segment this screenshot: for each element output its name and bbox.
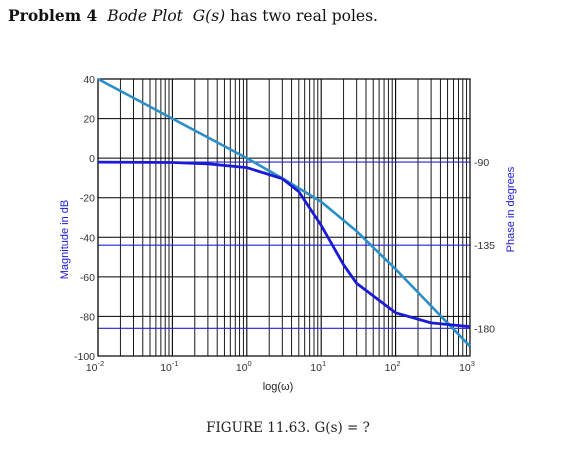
axis-tick-labels: 40 20 0 -20 -40 -60 -80 -100 -90 -135 -180 10-2 10-1… bbox=[74, 74, 495, 374]
phase-tick-label: -135 bbox=[474, 240, 495, 252]
y-axis-label-magnitude: Magnitude in dB bbox=[59, 200, 71, 280]
problem-number: Problem 4 bbox=[8, 6, 98, 25]
y-tick-label: -100 bbox=[74, 351, 95, 363]
x-tick-label: 101 bbox=[310, 359, 326, 374]
transfer-function-symbol: G(s) bbox=[192, 7, 226, 25]
plot-curves bbox=[97, 77, 471, 348]
magnitude-curve bbox=[97, 77, 471, 348]
x-tick-label: 100 bbox=[236, 359, 252, 374]
y-tick-label: 20 bbox=[83, 114, 95, 126]
x-axis-label: log(ω) bbox=[263, 381, 294, 393]
x-tick-label: 103 bbox=[459, 359, 475, 374]
problem-heading: Problem 4 Bode Plot G(s) has two real po… bbox=[8, 6, 378, 25]
y-tick-label: 40 bbox=[83, 74, 95, 86]
phase-tick-label: -90 bbox=[474, 157, 489, 169]
figure-caption: FIGURE 11.63. G(s) = ? bbox=[206, 420, 370, 436]
y-tick-label: -60 bbox=[80, 272, 95, 284]
plot-grid bbox=[97, 78, 470, 357]
y-tick-label: 0 bbox=[89, 153, 95, 165]
phase-tick-label: -180 bbox=[474, 323, 495, 335]
phase-curve bbox=[97, 160, 471, 328]
x-tick-label: 10-2 bbox=[86, 359, 104, 374]
y-tick-label: -20 bbox=[80, 193, 95, 205]
x-tick-label: 10-1 bbox=[160, 359, 178, 374]
x-tick-label: 102 bbox=[385, 359, 401, 374]
y-tick-label: -40 bbox=[80, 232, 95, 244]
problem-statement: has two real poles. bbox=[230, 7, 378, 25]
problem-topic: Bode Plot bbox=[107, 7, 183, 25]
plot-frame bbox=[97, 78, 471, 357]
y-tick-label: -80 bbox=[80, 311, 95, 323]
y-axis-label-phase: Phase in degrees bbox=[505, 166, 517, 252]
